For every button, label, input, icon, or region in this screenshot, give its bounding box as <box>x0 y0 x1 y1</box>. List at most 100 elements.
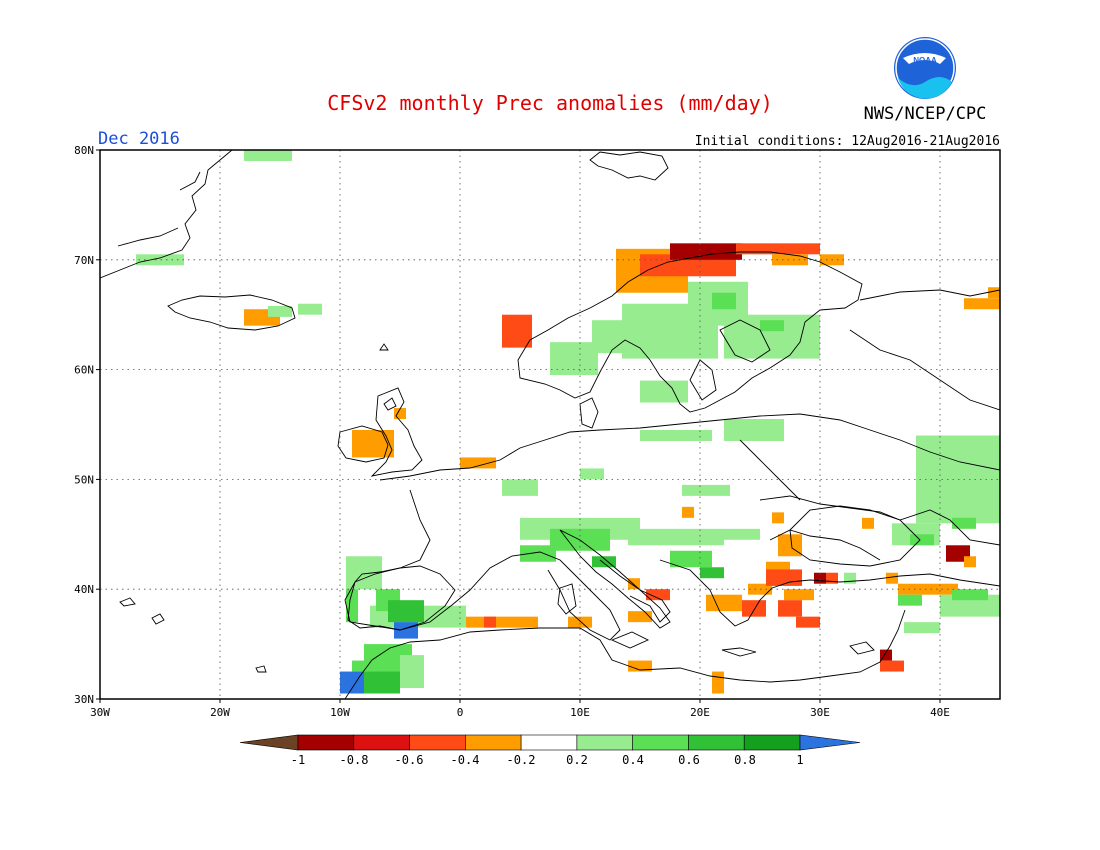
anomaly-cell <box>592 556 616 568</box>
anomaly-cell <box>952 517 976 529</box>
axis-ticks: 30W 20W 10W 0 10E 20E 30E 40E 30N 40N 50N 60N 70N 80N <box>74 144 950 719</box>
anomaly-cell <box>298 303 322 315</box>
anomaly-cell <box>682 484 730 496</box>
anomaly-cell <box>772 512 784 524</box>
anomaly-cell <box>520 545 556 562</box>
legend-swatch <box>297 734 355 751</box>
legend-tick-label: 1 <box>796 753 803 767</box>
anomaly-cell <box>460 457 496 469</box>
anomaly-cell <box>388 600 424 623</box>
map-background <box>100 150 1000 699</box>
anomaly-cell <box>904 622 940 634</box>
anomaly-cell <box>844 572 856 584</box>
anomaly-cell <box>136 254 184 266</box>
valid-month-label: Dec 2016 <box>98 129 180 149</box>
noaa-logo: NOAA <box>894 37 956 99</box>
anomaly-cell <box>646 589 670 601</box>
anomaly-cell <box>682 506 694 518</box>
anomaly-cell <box>394 408 406 420</box>
lat-tick-label: 30N <box>74 693 94 706</box>
anomaly-cell <box>394 622 418 639</box>
anomaly-cell <box>964 298 1000 310</box>
anomaly-cell <box>640 380 688 403</box>
legend-swatch <box>632 734 689 751</box>
anomaly-cell <box>706 594 742 612</box>
anomaly-cell <box>712 292 736 310</box>
lon-tick-label: 10E <box>570 706 590 719</box>
anomaly-cell <box>796 616 820 628</box>
logo-text: NOAA <box>913 56 937 65</box>
lon-tick-label: 10W <box>330 706 350 719</box>
legend-tick-label: -0.4 <box>451 753 480 767</box>
lon-tick-label: 0 <box>457 706 464 719</box>
legend-swatch <box>576 734 633 751</box>
anomaly-cell <box>898 594 922 606</box>
anomaly-cell <box>826 572 838 584</box>
legend-tick-label: -1 <box>291 753 305 767</box>
anomaly-cell <box>550 342 598 376</box>
map-panel: 30W 20W 10W 0 10E 20E 30E 40E 30N 40N 50N 60N 70N 80N <box>74 144 1001 719</box>
anomaly-cell <box>724 419 784 441</box>
anomaly-cell <box>670 243 742 260</box>
lat-tick-label: 80N <box>74 144 94 157</box>
color-legend: -1 -0.8 -0.6 -0.4 -0.2 0.2 0.4 0.6 0.8 1 <box>239 734 861 767</box>
anomaly-cell <box>886 572 898 584</box>
anomaly-cell <box>628 528 724 546</box>
legend-tick-label: 0.6 <box>678 753 700 767</box>
lon-tick-label: 30E <box>810 706 830 719</box>
anomaly-cell <box>466 616 538 628</box>
anomaly-cell <box>568 616 592 628</box>
anomaly-cell <box>268 305 292 317</box>
anomaly-cell <box>364 671 400 694</box>
gridlines <box>100 150 1000 699</box>
anomaly-cell <box>400 655 424 689</box>
coastlines <box>100 150 1000 699</box>
anomaly-cell <box>700 567 724 579</box>
legend-swatch <box>409 734 466 751</box>
init-conditions-label: Initial conditions: 12Aug2016-21Aug2016 <box>695 134 1000 149</box>
map-frame <box>99 149 1001 700</box>
anomaly-cell <box>814 572 826 584</box>
anomaly-cell <box>778 600 802 617</box>
lat-tick-label: 40N <box>74 583 94 596</box>
anomaly-cell <box>724 528 760 540</box>
legend-tick-label: 0.8 <box>734 753 756 767</box>
anomaly-cell <box>352 660 376 672</box>
legend-tick-label: 0.4 <box>622 753 644 767</box>
legend-swatch <box>353 734 410 751</box>
anomaly-cell <box>760 320 784 332</box>
legend-swatch <box>743 734 801 751</box>
lon-tick-label: 20E <box>690 706 710 719</box>
anomaly-cell <box>484 616 496 628</box>
lon-tick-label: 30W <box>90 706 110 719</box>
lat-tick-label: 60N <box>74 364 94 377</box>
anomaly-cell <box>778 534 802 557</box>
anomaly-cell <box>580 468 604 480</box>
anomaly-cell <box>862 517 874 529</box>
anomaly-cell <box>712 671 724 694</box>
anomaly-cell <box>736 243 820 255</box>
legend-swatch <box>688 734 745 751</box>
agency-label: NWS/NCEP/CPC <box>864 104 987 124</box>
anomaly-cell <box>964 556 976 568</box>
legend-tick-label: 0.2 <box>566 753 588 767</box>
anomaly-cell <box>784 589 814 601</box>
anomaly-cell <box>880 649 892 661</box>
lon-tick-label: 20W <box>210 706 230 719</box>
chart-title: CFSv2 monthly Prec anomalies (mm/day) <box>327 91 773 115</box>
anomaly-cell <box>880 660 904 672</box>
anomaly-cell <box>766 561 790 573</box>
legend-low-arrow <box>239 734 299 751</box>
anomaly-cell <box>742 600 766 617</box>
anomaly-cell <box>340 671 364 694</box>
anomaly-cell <box>910 534 934 546</box>
anomaly-cell <box>670 550 712 568</box>
anomaly-cell <box>766 569 802 586</box>
anomaly-cell <box>952 589 988 601</box>
anomaly-cell <box>628 611 652 623</box>
legend-high-arrow <box>799 734 861 751</box>
lat-tick-label: 50N <box>74 473 94 486</box>
anomaly-cell <box>502 314 532 348</box>
anomaly-cell <box>640 429 712 441</box>
